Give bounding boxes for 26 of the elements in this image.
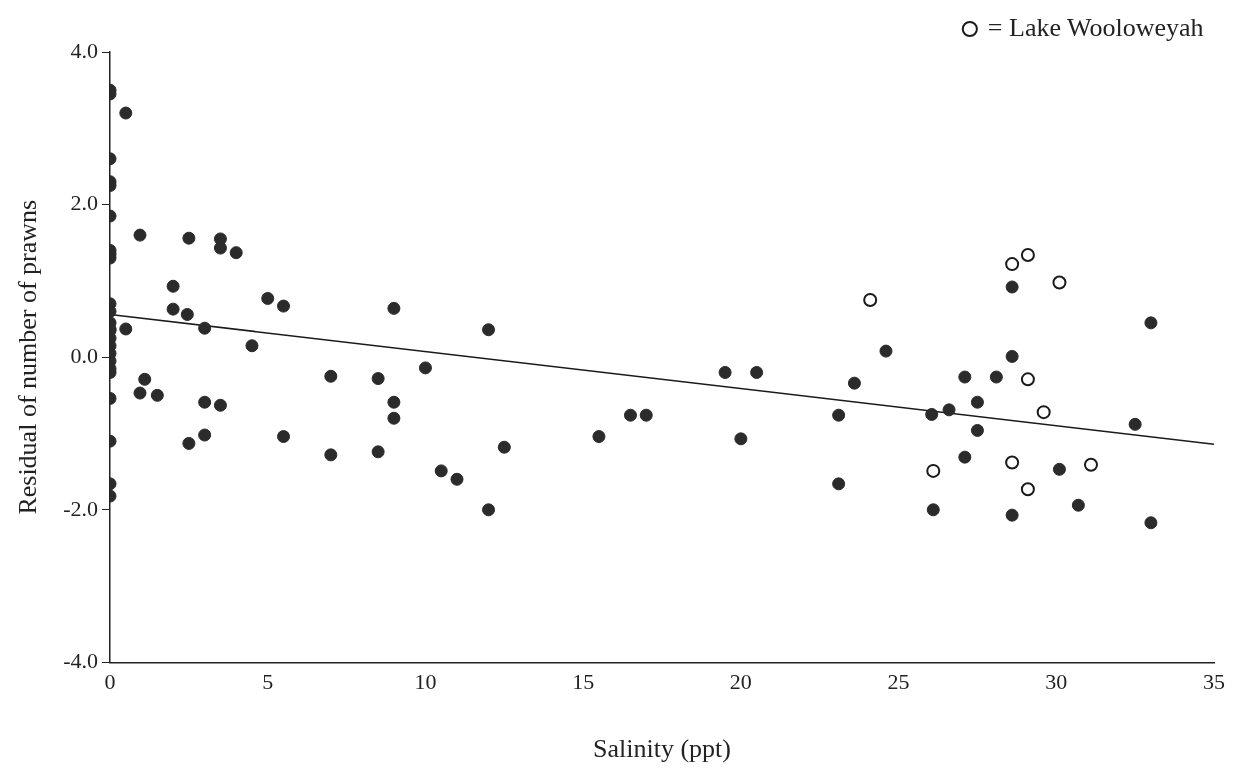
x-axis-title: Salinity (ppt) bbox=[593, 734, 731, 764]
x-tick-label: 35 bbox=[1203, 669, 1225, 695]
point bbox=[1020, 247, 1035, 262]
point bbox=[1020, 372, 1035, 387]
x-tick-label: 10 bbox=[414, 669, 437, 695]
point bbox=[926, 463, 941, 478]
point bbox=[1005, 455, 1020, 470]
y-tick-label: 2.0 bbox=[70, 190, 99, 216]
x-tick-label: 0 bbox=[104, 669, 116, 695]
y-tick-label: -2.0 bbox=[63, 495, 99, 521]
point bbox=[1052, 275, 1067, 290]
legend-label: = Lake Wooloweyah bbox=[987, 12, 1204, 42]
x-tick-label: 5 bbox=[262, 669, 274, 695]
point bbox=[1036, 405, 1051, 420]
point bbox=[1083, 457, 1098, 472]
x-tick-label: 20 bbox=[729, 669, 752, 695]
y-tick-label: 4.0 bbox=[70, 37, 99, 63]
point bbox=[1005, 257, 1020, 272]
y-tick-label: 0.0 bbox=[70, 342, 99, 368]
y-axis-title: Residual of number of prawns bbox=[13, 199, 43, 515]
y-tick-label: -4.0 bbox=[63, 648, 99, 674]
x-tick-label: 25 bbox=[887, 669, 910, 695]
x-tick-label: 15 bbox=[572, 669, 595, 695]
x-tick-label: 30 bbox=[1045, 669, 1068, 695]
point bbox=[863, 292, 878, 307]
point bbox=[1020, 482, 1035, 497]
